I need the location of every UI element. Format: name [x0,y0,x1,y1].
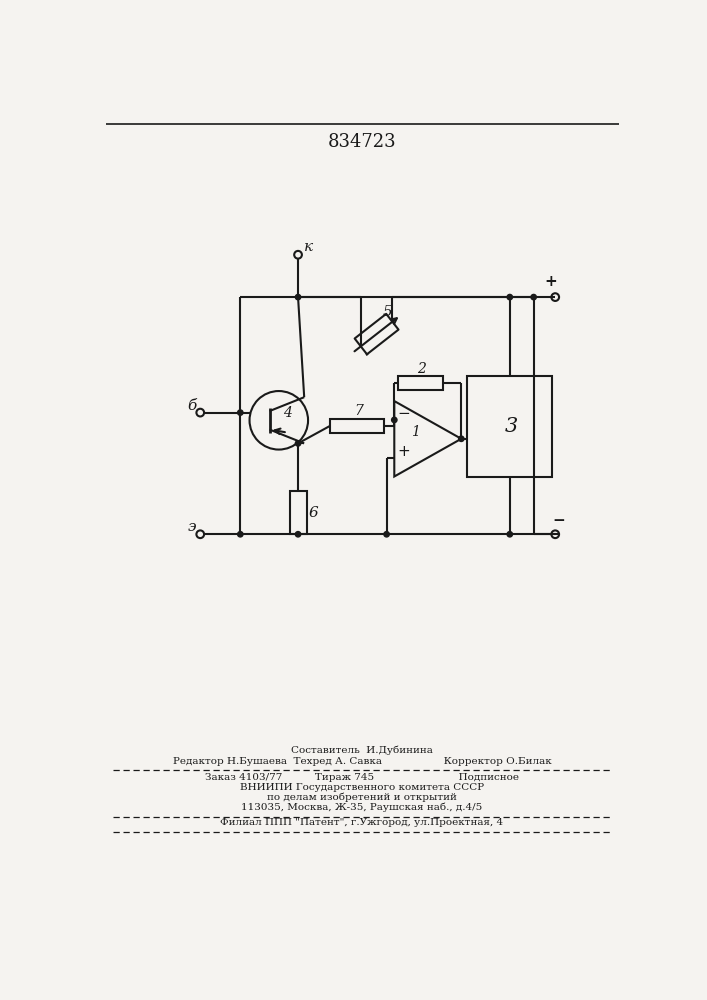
Bar [467,376,552,477]
Circle shape [197,530,204,538]
Text: по делам изобретений и открытий: по делам изобретений и открытий [267,792,457,802]
Text: 4: 4 [283,406,291,420]
Text: +: + [397,444,410,459]
Text: −: − [397,406,410,421]
Text: 7: 7 [354,404,363,418]
Circle shape [197,409,204,416]
Bar [330,419,385,433]
Text: 3: 3 [506,417,518,436]
Text: −: − [552,513,565,528]
Circle shape [296,532,300,537]
Circle shape [551,293,559,301]
Text: Заказ 4103/77          Тираж 745                          Подписное: Заказ 4103/77 Тираж 745 Подписное [205,773,519,782]
Text: ВНИИПИ Государственного комитета СССР: ВНИИПИ Государственного комитета СССР [240,783,484,792]
Text: Редактор Н.Бушаева  Техред А. Савка                   Корректор О.Билак: Редактор Н.Бушаева Техред А. Савка Корре… [173,757,551,766]
Circle shape [296,294,300,300]
Circle shape [294,251,302,259]
Circle shape [459,436,464,441]
Circle shape [238,410,243,415]
Text: Филиал ППП "Патент", г.Ужгород, ул.Проектная, 4: Филиал ППП "Патент", г.Ужгород, ул.Проек… [221,818,503,827]
Text: +: + [544,274,557,289]
Text: Составитель  И.Дубинина: Составитель И.Дубинина [291,745,433,755]
Text: 5: 5 [382,305,392,319]
Text: 6: 6 [309,506,319,520]
Text: к: к [303,240,312,254]
Circle shape [238,532,243,537]
Text: 2: 2 [417,362,426,376]
Circle shape [507,532,513,537]
Circle shape [296,441,300,446]
Circle shape [384,532,390,537]
Text: 1: 1 [411,425,420,439]
Circle shape [507,294,513,300]
Circle shape [551,530,559,538]
Circle shape [250,391,308,450]
Text: 113035, Москва, Ж-35, Раушская наб., д.4/5: 113035, Москва, Ж-35, Раушская наб., д.4… [241,802,483,812]
Text: б: б [187,399,197,413]
Bar [290,491,307,534]
Text: 834723: 834723 [327,133,396,151]
Circle shape [531,294,537,300]
Text: э: э [187,520,196,534]
Bar [398,376,443,390]
Circle shape [392,417,397,423]
